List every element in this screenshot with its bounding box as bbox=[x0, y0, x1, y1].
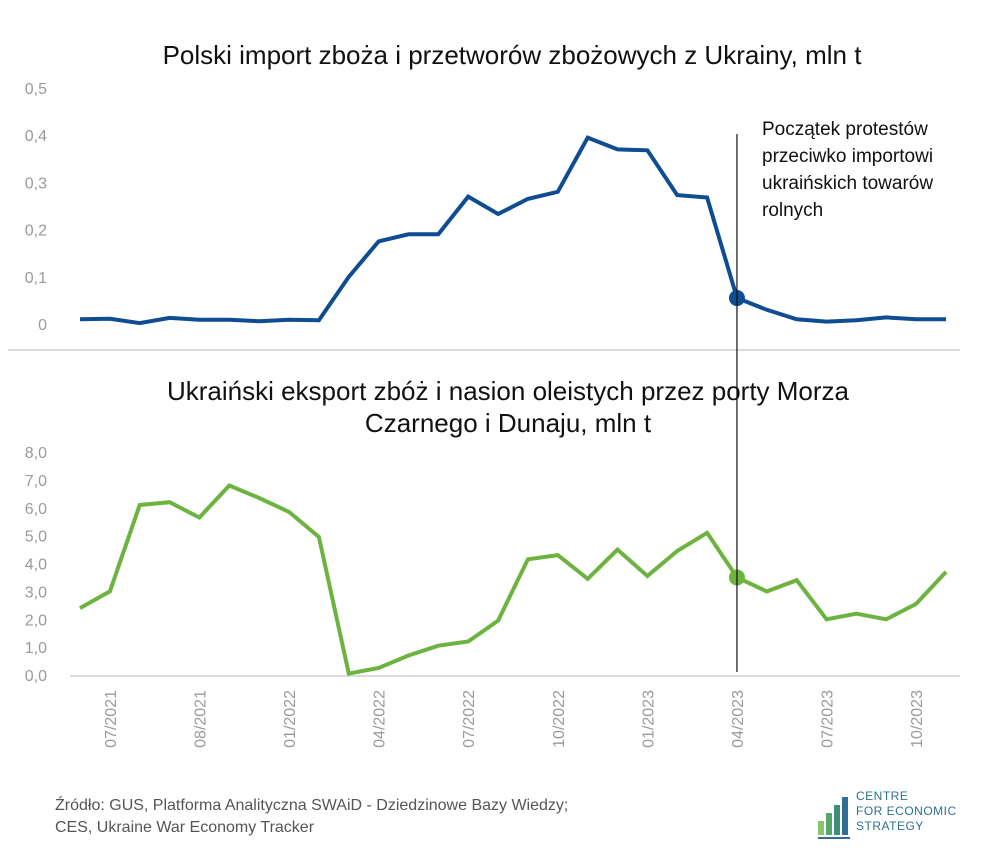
export-y-tick-label: 4,0 bbox=[25, 557, 47, 574]
source-line: CES, Ukraine War Economy Tracker bbox=[55, 819, 315, 836]
x-tick-label: 07/2022 bbox=[461, 690, 478, 748]
source-note: Źródło: GUS, Platforma Analityczna SWAiD… bbox=[55, 795, 568, 839]
import-y-tick-label: 0,1 bbox=[25, 270, 47, 287]
x-tick-label: 08/2021 bbox=[192, 690, 209, 748]
annotation-line: rolnych bbox=[762, 200, 824, 221]
chart-title-import: Polski import zboża i przetworów zbożowy… bbox=[162, 40, 862, 70]
export-y-tick-label: 7,0 bbox=[25, 473, 47, 490]
logo-bars-icon bbox=[818, 797, 850, 839]
x-tick-label: 07/2023 bbox=[820, 690, 837, 748]
ces-logo: CENTRE FOR ECONOMIC STRATEGY bbox=[818, 789, 978, 839]
import-y-tick-label: 0,3 bbox=[25, 175, 47, 192]
import-y-tick-label: 0,2 bbox=[25, 223, 47, 240]
export-y-tick-label: 5,0 bbox=[25, 529, 47, 546]
export-y-tick-label: 3,0 bbox=[25, 584, 47, 601]
x-tick-label: 10/2022 bbox=[551, 690, 568, 748]
source-line: Źródło: GUS, Platforma Analityczna SWAiD… bbox=[55, 797, 569, 814]
x-tick-label: 04/2022 bbox=[372, 690, 389, 748]
export-y-tick-label: 0,0 bbox=[25, 668, 47, 685]
export-y-tick-label: 8,0 bbox=[25, 445, 47, 462]
export-y-tick-label: 6,0 bbox=[25, 501, 47, 518]
export-series-line bbox=[79, 483, 948, 676]
x-tick-label: 10/2023 bbox=[909, 690, 926, 748]
import-series-line bbox=[79, 135, 946, 326]
logo-text: CENTRE FOR ECONOMIC STRATEGY bbox=[856, 789, 957, 833]
x-tick-label: 07/2021 bbox=[103, 690, 120, 748]
annotation-line: przeciwko importowi bbox=[762, 146, 934, 167]
annotation-line: ukraińskich towarów bbox=[762, 173, 934, 194]
x-tick-label: 04/2023 bbox=[730, 690, 747, 748]
import-y-tick-label: 0,4 bbox=[25, 128, 47, 145]
chart-title-export-line1: Ukraiński eksport zbóż i nasion oleistyc… bbox=[166, 376, 850, 406]
chart-title-export-line2: Czarnego i Dunaju, mln t bbox=[364, 408, 652, 438]
export-y-tick-label: 1,0 bbox=[25, 640, 47, 657]
annotation-line: Początek protestów bbox=[762, 119, 928, 140]
x-tick-label: 01/2023 bbox=[640, 690, 657, 748]
import-y-tick-label: 0,5 bbox=[25, 81, 47, 98]
protest-annotation: Początek protestów przeciwko importowi u… bbox=[762, 116, 933, 224]
import-y-tick-label: 0 bbox=[38, 317, 47, 334]
x-tick-label: 01/2022 bbox=[282, 690, 299, 748]
export-y-tick-label: 2,0 bbox=[25, 612, 47, 629]
